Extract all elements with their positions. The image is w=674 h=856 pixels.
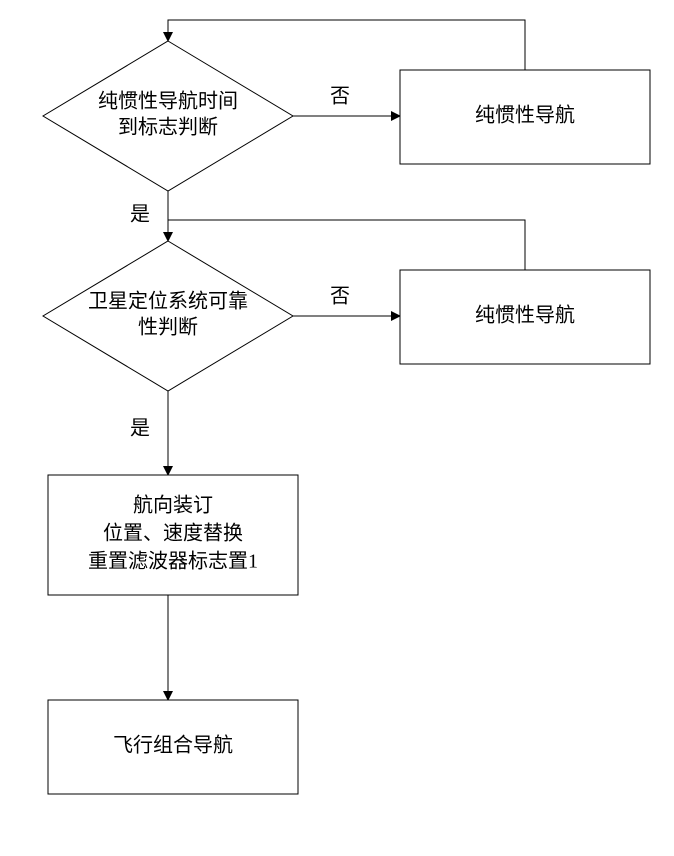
node-proc4: 飞行组合导航: [48, 700, 298, 794]
edge-label-e6: 是: [130, 418, 150, 440]
node-proc1-line0: 纯惯性导航: [475, 104, 575, 127]
node-decision1-line1: 到标志判断: [118, 116, 218, 139]
node-proc3-line1: 位置、速度替换: [103, 522, 243, 545]
edge-e2: [168, 20, 525, 70]
node-proc3: 航向装订位置、速度替换重置滤波器标志置1: [48, 475, 298, 595]
node-proc4-line0: 飞行组合导航: [113, 734, 233, 757]
edge-label-e3: 是: [130, 204, 150, 226]
node-proc2: 纯惯性导航: [400, 270, 650, 364]
node-decision2: 卫星定位系统可靠性判断: [43, 241, 293, 391]
node-decision2-line1: 性判断: [138, 316, 198, 339]
edge-label-e1: 否: [330, 86, 350, 108]
flowchart: 否是否是纯惯性导航时间到标志判断纯惯性导航卫星定位系统可靠性判断纯惯性导航航向装…: [0, 0, 674, 856]
node-proc1: 纯惯性导航: [400, 70, 650, 164]
node-proc3-line0: 航向装订: [133, 494, 213, 517]
node-proc2-line0: 纯惯性导航: [475, 304, 575, 327]
node-decision1: 纯惯性导航时间到标志判断: [43, 41, 293, 191]
node-decision1-line0: 纯惯性导航时间: [98, 90, 238, 113]
node-decision2-line0: 卫星定位系统可靠: [88, 290, 248, 313]
edge-e5: [168, 220, 525, 270]
edge-label-e4: 否: [330, 286, 350, 308]
node-proc3-line2: 重置滤波器标志置1: [88, 550, 258, 573]
